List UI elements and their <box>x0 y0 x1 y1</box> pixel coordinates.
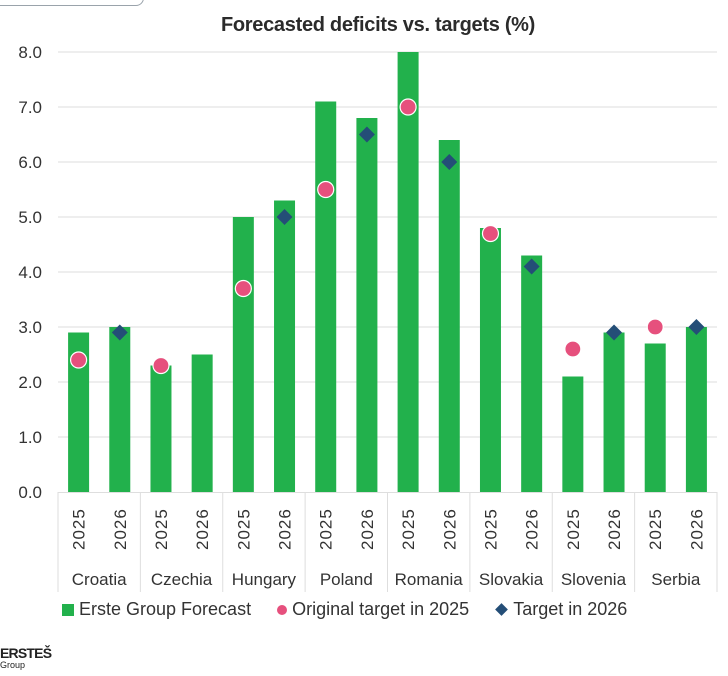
marker-target-2026 <box>606 324 623 341</box>
x-group-label: Serbia <box>651 570 701 589</box>
x-group-label: Slovakia <box>479 570 544 589</box>
x-tick-year-label: 2025 <box>70 508 89 550</box>
bar-forecast <box>479 228 501 492</box>
x-tick-year-label: 2025 <box>564 508 583 550</box>
y-tick-label: 5.0 <box>18 208 42 227</box>
y-tick-label: 7.0 <box>18 98 42 117</box>
y-tick-label: 6.0 <box>18 153 42 172</box>
logo-symbol: Š <box>42 645 52 661</box>
bar-forecast <box>356 118 378 492</box>
bar-forecast <box>274 200 296 492</box>
legend-item-target-2026: Target in 2026 <box>495 599 627 620</box>
y-tick-label: 4.0 <box>18 263 42 282</box>
bar-forecast <box>68 332 90 492</box>
x-tick-year-label: 2025 <box>646 508 665 550</box>
x-tick-year-label: 2025 <box>317 508 336 550</box>
marker-target-2025 <box>564 340 582 358</box>
bar-forecast <box>521 255 543 492</box>
y-tick-label: 2.0 <box>18 373 42 392</box>
x-tick-year-label: 2026 <box>276 508 295 550</box>
x-tick-year-label: 2026 <box>193 508 212 550</box>
bar-forecast <box>562 376 584 492</box>
chart-canvas: 0.0 1.0 2.0 3.0 4.0 5.0 6.0 7.0 8.0 2025 2026 Croat… <box>18 43 718 592</box>
bar-forecast <box>603 332 625 492</box>
x-tick-year-label: 2025 <box>152 508 171 550</box>
erste-group-logo: ERSTEŠ Group <box>0 645 52 670</box>
x-tick-year-label: 2026 <box>523 508 542 550</box>
marker-target-2025 <box>234 279 252 298</box>
marker-target-2025 <box>646 318 664 336</box>
x-group-label: Hungary <box>232 570 297 589</box>
x-tick-year-label: 2026 <box>605 508 624 550</box>
y-tick-label: 3.0 <box>18 318 42 337</box>
bar-forecast <box>232 217 254 492</box>
x-group-label: Czechia <box>151 570 213 589</box>
legend-item-target-2025: Original target in 2025 <box>277 599 469 620</box>
marker-target-2025 <box>69 351 88 369</box>
logo-name: ERSTE <box>0 645 43 661</box>
marker-target-2026 <box>441 154 458 170</box>
legend: Erste Group Forecast Original target in … <box>62 599 653 620</box>
legend-label-target-2025: Original target in 2025 <box>292 599 470 619</box>
x-group-label: Poland <box>320 570 373 589</box>
bar-forecast <box>150 365 172 492</box>
bar-forecast <box>644 343 666 492</box>
x-tick-year-label: 2026 <box>440 508 459 550</box>
marker-target-2025 <box>317 180 335 199</box>
x-group-label: Romania <box>395 570 464 589</box>
bar-forecast <box>315 101 337 492</box>
x-tick-year-label: 2026 <box>687 508 706 550</box>
x-tick-year-label: 2026 <box>111 508 130 550</box>
bar-forecast <box>109 327 131 492</box>
x-tick-year-label: 2025 <box>234 508 253 550</box>
marker-target-2026 <box>276 209 293 225</box>
y-tick-label: 1.0 <box>18 428 42 447</box>
bar-forecast <box>397 52 419 492</box>
y-tick-label: 0.0 <box>18 483 42 502</box>
marker-target-2025 <box>399 98 417 116</box>
bar-forecast <box>191 354 213 492</box>
bar-forecast <box>438 140 460 492</box>
legend-swatch-target-2026 <box>495 603 509 616</box>
logo-sub: Group <box>0 660 26 670</box>
marker-target-2025 <box>152 356 170 375</box>
marker-target-2026 <box>111 324 128 341</box>
marker-target-2026 <box>688 319 705 335</box>
x-group-label: Croatia <box>72 570 127 589</box>
legend-swatch-target-2025 <box>277 604 288 615</box>
legend-label-target-2026: Target in 2026 <box>513 599 628 619</box>
legend-item-forecast: Erste Group Forecast <box>62 599 251 620</box>
marker-target-2025 <box>481 224 500 243</box>
x-group-label: Slovenia <box>561 570 627 589</box>
y-tick-label: 8.0 <box>18 43 42 62</box>
x-tick-year-label: 2026 <box>358 508 377 550</box>
marker-target-2026 <box>523 258 540 275</box>
x-tick-year-label: 2025 <box>481 508 500 550</box>
marker-target-2026 <box>358 126 375 143</box>
x-tick-year-label: 2025 <box>399 508 418 550</box>
bar-forecast <box>685 327 707 492</box>
chart-title: Forecasted deficits vs. targets (%) <box>220 14 536 36</box>
legend-swatch-forecast <box>62 603 74 616</box>
legend-label-forecast: Erste Group Forecast <box>79 599 252 619</box>
